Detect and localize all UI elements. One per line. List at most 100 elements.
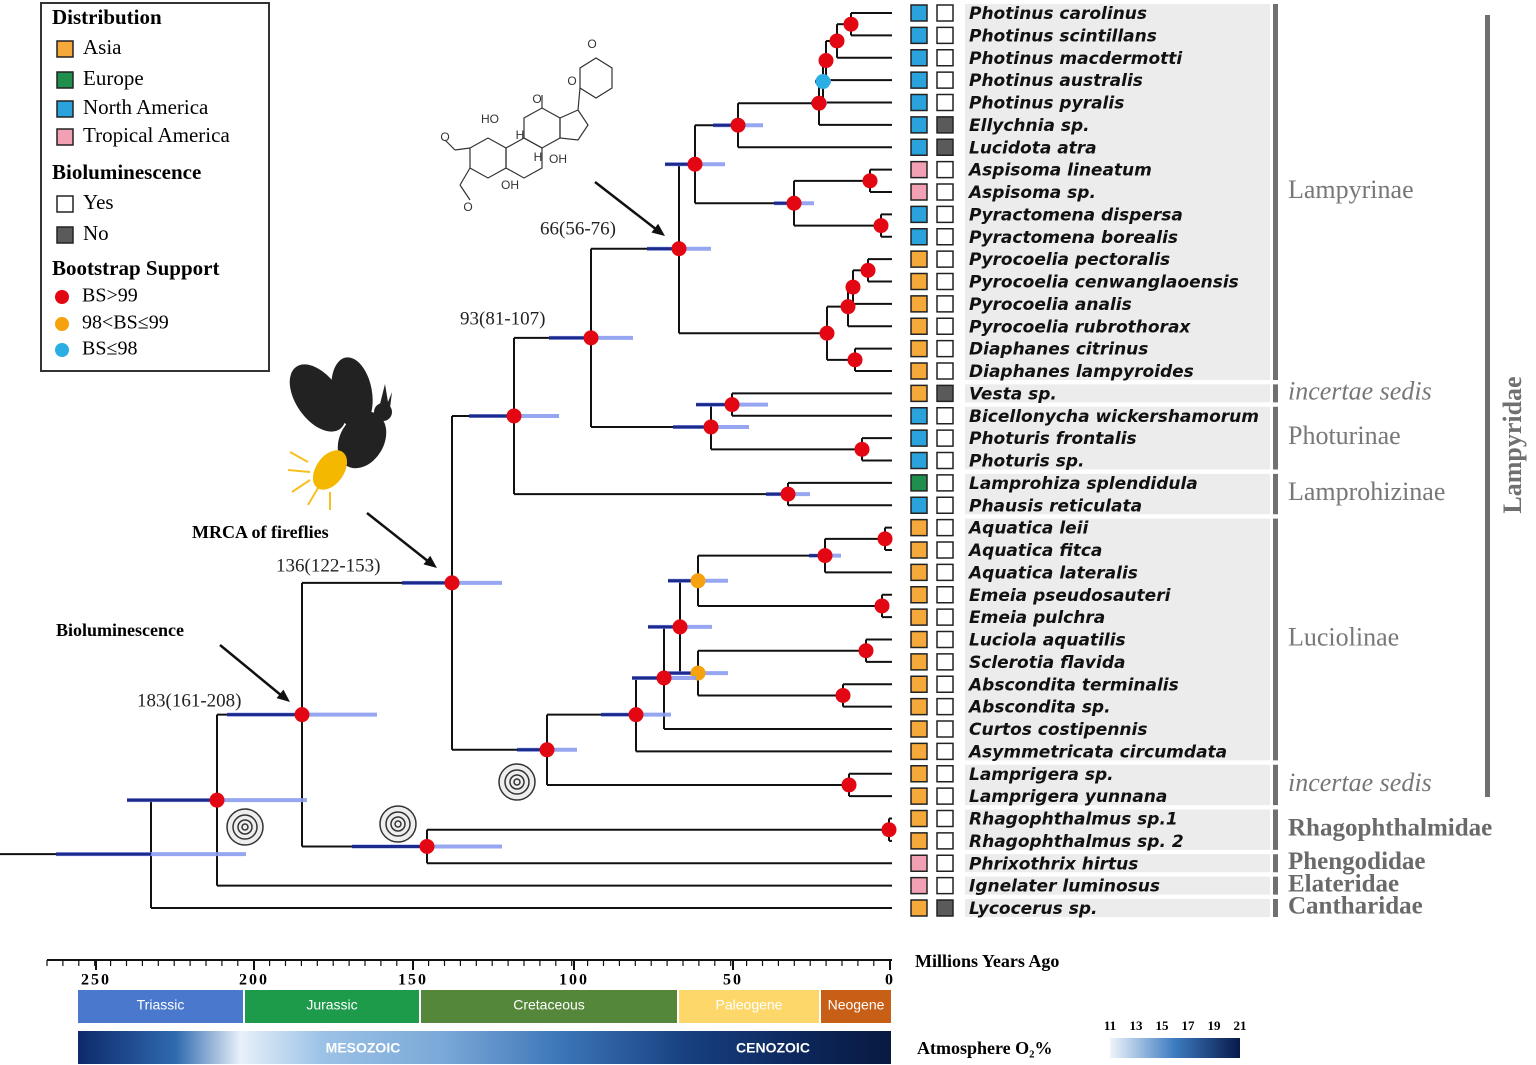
luminescence-box <box>936 630 954 649</box>
taxon-name: Abscondita terminalis <box>967 675 1179 695</box>
region-box <box>910 384 928 403</box>
period-label: Paleogene <box>716 997 783 1013</box>
period-bar <box>679 990 819 1023</box>
support-dot <box>818 53 834 69</box>
support-dot <box>873 218 889 234</box>
support-dot <box>862 173 878 189</box>
taxon-name: Phrixothrix hirtus <box>969 854 1138 874</box>
support-dot <box>817 548 833 564</box>
support-dot <box>539 742 555 758</box>
node-age: 93(81-107) <box>460 308 545 329</box>
backgrounds: Lampyrinae incertae sedis Photurinae Lampro… <box>910 4 1527 920</box>
support-dot <box>444 575 460 591</box>
support-dot <box>877 531 893 547</box>
support-dot <box>786 195 802 211</box>
region-box <box>910 787 928 805</box>
group-bracket <box>1273 473 1278 515</box>
taxon-name: Diaphanes citrinus <box>969 340 1148 360</box>
luminescence-box <box>936 362 954 380</box>
fossil-icons <box>226 763 536 846</box>
region-box <box>910 541 928 559</box>
support-dot <box>854 441 870 457</box>
axis-title: Millions Years Ago <box>915 951 1059 971</box>
region-box <box>910 742 928 761</box>
luminescence-box <box>936 183 954 201</box>
oxygen-tick-label: 19 <box>1208 1018 1222 1033</box>
group-label: Elateridae <box>1288 870 1399 897</box>
legend-dot <box>55 343 69 357</box>
region-box <box>910 854 928 872</box>
region-box <box>910 272 928 291</box>
luminescence-box <box>936 586 954 604</box>
period-label: Jurassic <box>306 997 357 1013</box>
luminescence-box <box>936 899 954 917</box>
legend-swatch <box>56 100 74 118</box>
group-label: Rhagophthalmidae <box>1288 814 1492 841</box>
annotation: Bioluminescence <box>56 620 184 640</box>
legend-swatch <box>56 128 74 146</box>
support-dot <box>835 687 851 703</box>
luminescence-box <box>936 608 954 626</box>
support-dot <box>845 279 861 295</box>
region-box <box>910 608 928 626</box>
region-box <box>910 4 928 22</box>
region-box <box>910 563 928 582</box>
luminescence-box <box>936 407 954 425</box>
luminescence-box <box>936 518 954 537</box>
oxygen-tick-label: 15 <box>1156 1018 1170 1033</box>
period-label: Cretaceous <box>513 997 585 1013</box>
period-bar <box>421 990 677 1023</box>
region-box <box>910 474 928 492</box>
taxon-name: Ellychnia sp. <box>969 116 1090 136</box>
group-label: Luciolinae <box>1288 622 1399 651</box>
taxon-name: Pyractomena dispersa <box>969 205 1183 225</box>
taxon-name: Photinus carolinus <box>969 4 1147 24</box>
group-panel <box>965 4 1270 380</box>
region-box <box>910 339 928 358</box>
region-box <box>910 765 928 783</box>
node-age: 136(122-153) <box>276 555 380 576</box>
region-box <box>910 183 928 201</box>
legend-swatch <box>56 226 74 244</box>
group-bracket <box>1273 384 1278 403</box>
luminescence-box <box>936 474 954 492</box>
legend-title: Bioluminescence <box>52 160 201 184</box>
molecule-label: H <box>534 150 543 164</box>
region-box <box>910 407 928 425</box>
period-label: Triassic <box>137 997 185 1013</box>
molecule-label: O <box>463 200 472 214</box>
luminescence-box <box>936 116 954 134</box>
taxon-name: Luciola aquatilis <box>969 631 1126 651</box>
support-dot <box>829 33 845 49</box>
era-label: CENOZOIC <box>736 1040 810 1056</box>
region-box <box>910 228 928 246</box>
legend: Distribution Asia Europe North America Tropi… <box>40 2 270 372</box>
group-panel <box>965 473 1270 515</box>
luminescence-box <box>936 541 954 559</box>
group-bracket <box>1273 518 1278 761</box>
luminescence-box <box>936 697 954 716</box>
oxygen-title: Atmosphere O₂% <box>917 1038 1053 1058</box>
support-dot <box>703 419 719 435</box>
luminescence-box <box>936 49 954 67</box>
support-dot <box>656 670 672 686</box>
annotation: MRCA of fireflies <box>192 522 329 542</box>
molecule-label: O <box>532 92 541 106</box>
period-bar <box>78 990 243 1023</box>
axis-tick-label: 250 <box>81 972 111 989</box>
taxon-name: Ignelater luminosus <box>969 877 1160 897</box>
taxon-name: Lamprigera sp. <box>969 765 1114 785</box>
legend-title: Distribution <box>52 5 162 29</box>
arrow-head <box>651 223 665 236</box>
region-box <box>910 697 928 716</box>
taxon-name: Lamprigera yunnana <box>969 787 1167 807</box>
region-box <box>910 160 928 179</box>
luminescence-box <box>936 71 954 89</box>
arrow <box>366 512 430 563</box>
luminescence-box <box>936 451 954 470</box>
region-box <box>910 205 928 224</box>
taxon-name: Lycocerus sp. <box>969 899 1097 919</box>
oxygen-tick-label: 17 <box>1182 1018 1196 1033</box>
taxon-name: Photuris sp. <box>969 452 1084 472</box>
luminescence-box <box>936 384 954 403</box>
